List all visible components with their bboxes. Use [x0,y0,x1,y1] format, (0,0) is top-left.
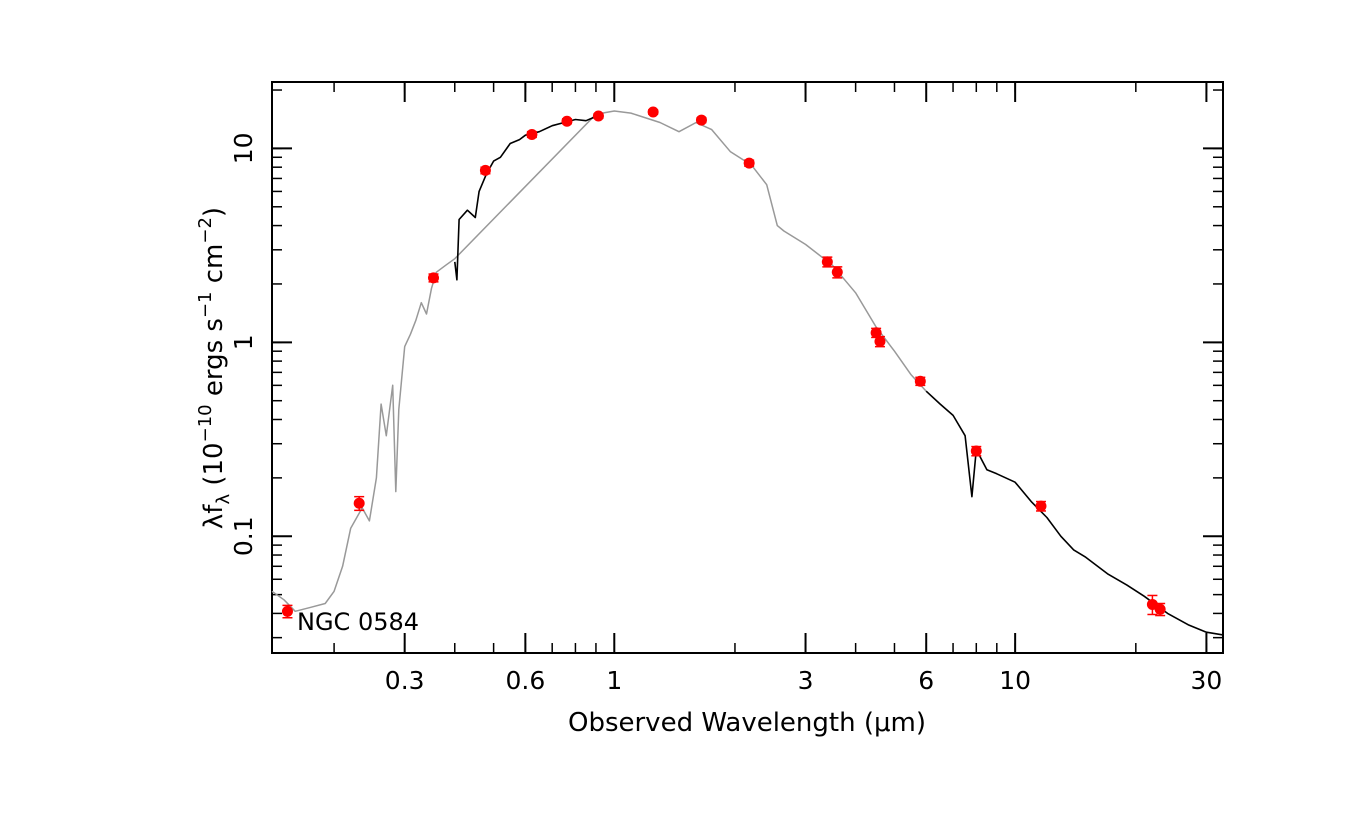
y-tick-labels: 0.1 1 10 [229,132,258,556]
photometry-point [831,266,843,279]
photometry-marker [874,335,886,347]
x-tick-label: 1 [606,666,622,695]
y-axis-subscript: λ [213,494,234,505]
photometry-marker [561,115,573,127]
photometry-point [592,110,604,122]
photometry-point [874,335,886,348]
photometry-point [479,164,491,176]
y-axis-title: λfλ (10−10 ergs s−1 cm−2) [195,207,234,529]
photometry-point [1035,500,1047,512]
x-tick-labels: 0.3 0.6 1 3 6 10 30 [385,666,1223,695]
photometry-point [1154,602,1166,617]
template-spectrum [271,110,927,613]
photometry-point [743,157,755,169]
photometry-marker [870,327,882,339]
photometry-point [427,272,439,284]
photometry-marker [1035,500,1047,512]
observed-spectrum-segment [925,390,1224,636]
y-axis-exp1: −10 [195,404,216,442]
y-axis-exp2: −1 [195,291,216,318]
y-tick-label: 10 [229,132,258,164]
x-tick-label: 30 [1191,666,1223,695]
photometry-marker [831,266,843,278]
y-axis-cm: cm [199,244,229,292]
photometry-point [281,604,293,619]
y-axis-exp3: −2 [195,217,216,244]
y-tick-label: 1 [229,334,258,350]
x-tick-label: 0.6 [505,666,545,695]
major-ticks [272,82,1223,653]
photometry-point [647,106,659,118]
photometry-marker [526,128,538,140]
photometry-marker [427,272,439,284]
observed-spectrum [454,115,1224,636]
photometry-point [695,114,707,126]
x-tick-label: 6 [918,666,934,695]
photometry-point [526,128,538,140]
photometry-point [561,115,573,127]
x-tick-label: 3 [798,666,814,695]
photometry-point [870,327,882,339]
photometry-marker [743,157,755,169]
photometry-marker [821,256,833,268]
plot-frame [271,81,1224,654]
galaxy-label: NGC 0584 [297,608,419,636]
photometry-marker [914,375,926,387]
photometry-marker [592,110,604,122]
photometry-marker [1154,603,1166,615]
photometry-point [914,375,926,387]
photometry-marker [647,106,659,118]
photometry-point [821,256,833,268]
photometry-marker [695,114,707,126]
photometry-marker [970,445,982,457]
y-axis-units: ergs s [199,318,229,404]
y-tick-label: 0.1 [229,516,258,556]
y-axis-open: (10 [199,442,229,494]
photometry-marker [479,164,491,176]
y-axis-symbol: λf [199,504,229,529]
photometry-point [353,495,365,512]
y-axis-close: ) [199,207,229,217]
x-axis-title: Observed Wavelength (μm) [568,708,926,738]
observed-spectrum-segment [454,115,597,281]
x-tick-label: 0.3 [385,666,425,695]
template-spectrum-line [271,110,927,613]
photometry-point [970,445,982,457]
photometry-marker [353,497,365,509]
photometry-marker [281,605,293,617]
x-tick-label: 10 [999,666,1031,695]
photometry-points [281,106,1166,619]
